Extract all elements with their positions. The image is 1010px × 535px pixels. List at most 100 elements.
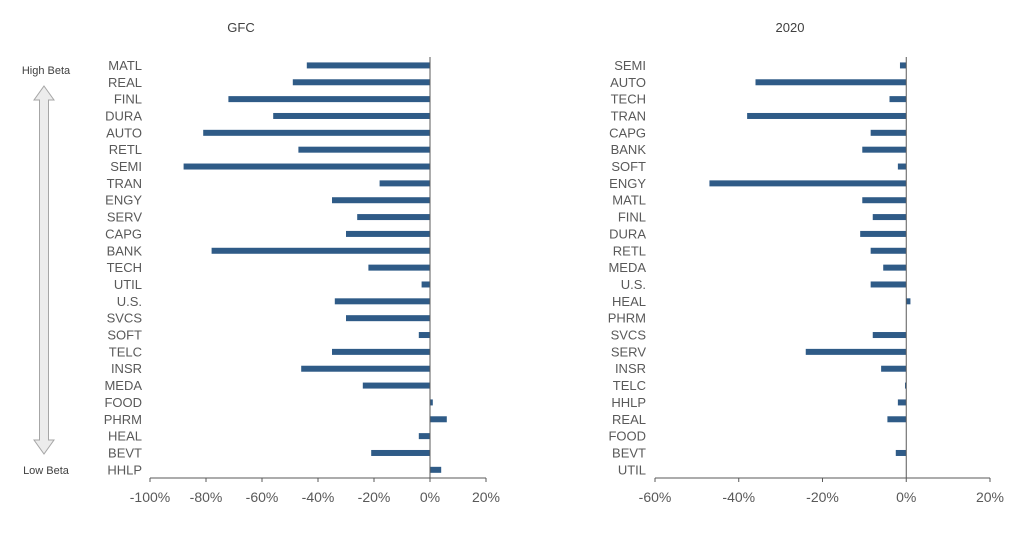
2020-bar [883, 264, 907, 271]
gfc-category-label: ENGY [105, 193, 142, 208]
gfc-category-label: UTIL [114, 277, 142, 292]
2020-bar [747, 112, 907, 119]
2020-category-label: AUTO [610, 75, 646, 90]
2020-x-tick-label: 20% [976, 489, 1004, 505]
gfc-category-label: INSR [111, 361, 142, 376]
gfc-bar [430, 399, 433, 406]
2020-category-label: BEVT [612, 445, 646, 460]
gfc-category-label: CAPG [105, 226, 142, 241]
gfc-bar [371, 449, 430, 456]
2020-category-label: HEAL [612, 294, 646, 309]
2020-category-label: UTIL [618, 462, 646, 477]
gfc-category-label: U.S. [117, 294, 142, 309]
gfc-bar [292, 79, 430, 86]
2020-category-label: FINL [618, 210, 646, 225]
2020-category-label: BANK [611, 142, 647, 157]
gfc-category-label: PHRM [104, 412, 142, 427]
high-beta-label: High Beta [22, 65, 71, 77]
2020-x-tick-label: -40% [722, 489, 755, 505]
2020-bar [889, 96, 907, 103]
gfc-bar [306, 62, 430, 69]
double-arrow-icon [33, 85, 55, 455]
2020-bar [862, 197, 907, 204]
2020-category-label: MEDA [608, 260, 646, 275]
2020-category-label: TELC [613, 378, 646, 393]
gfc-category-label: FOOD [104, 395, 142, 410]
2020-bar [897, 399, 907, 406]
gfc-category-label: HEAL [108, 429, 142, 444]
gfc-category-label: DURA [105, 108, 142, 123]
2020-bar [899, 62, 907, 69]
2020-bar [805, 348, 907, 355]
gfc-category-label: MATL [108, 58, 142, 73]
2020-bar [895, 449, 907, 456]
gfc-x-tick-label: 20% [472, 489, 500, 505]
gfc-bar [346, 315, 430, 322]
2020-bar [881, 365, 907, 372]
gfc-bar [430, 466, 442, 473]
gfc-category-label: HHLP [107, 462, 142, 477]
gfc-bar [418, 433, 430, 440]
gfc-bar [357, 214, 430, 221]
gfc-category-label: TECH [107, 260, 142, 275]
gfc-category-label: SOFT [107, 328, 142, 343]
gfc-bar [430, 416, 447, 423]
gfc-category-label: BANK [107, 243, 143, 258]
gfc-bar [273, 112, 430, 119]
2020-bar [904, 382, 907, 389]
gfc-category-label: BEVT [108, 445, 142, 460]
2020-category-label: ENGY [609, 176, 646, 191]
gfc-category-label: SVCS [107, 311, 143, 326]
gfc-bar [298, 146, 430, 153]
gfc-x-tick-label: -20% [358, 489, 391, 505]
2020-category-label: DURA [609, 226, 646, 241]
gfc-category-label: SEMI [110, 159, 142, 174]
2020-chart-title: 2020 [776, 20, 805, 35]
2020-category-label: SVCS [611, 328, 647, 343]
gfc-bar [211, 247, 430, 254]
gfc-bar [362, 382, 430, 389]
gfc-bar [379, 180, 430, 187]
gfc-bar [346, 230, 430, 237]
gfc-x-tick-label: 0% [420, 489, 440, 505]
2020-category-label: TECH [611, 92, 646, 107]
2020-category-label: HHLP [611, 395, 646, 410]
2020-category-label: INSR [615, 361, 646, 376]
2020-bar [870, 129, 907, 136]
2020-category-label: TRAN [611, 108, 646, 123]
2020-bar [870, 247, 907, 254]
2020-category-label: FOOD [608, 429, 646, 444]
2020-category-label: SEMI [614, 58, 646, 73]
gfc-category-label: RETL [109, 142, 142, 157]
2020-bar [906, 298, 911, 305]
beta-indicator: High Beta Low Beta [22, 65, 71, 477]
gfc-category-label: TRAN [107, 176, 142, 191]
2020-bar [872, 332, 907, 339]
gfc-bar [421, 281, 430, 288]
2020-bar [709, 180, 907, 187]
gfc-chart-title: GFC [227, 20, 254, 35]
gfc-x-tick-label: -100% [130, 489, 170, 505]
gfc-bar [332, 348, 430, 355]
2020-bar [862, 146, 907, 153]
gfc-category-label: AUTO [106, 125, 142, 140]
2020-category-label: SOFT [611, 159, 646, 174]
2020-category-label: MATL [612, 193, 646, 208]
gfc-category-label: FINL [114, 92, 142, 107]
2020-category-label: SERV [611, 344, 646, 359]
gfc-category-label: SERV [107, 210, 142, 225]
gfc-bar [334, 298, 430, 305]
gfc-bar [301, 365, 430, 372]
2020-bar [897, 163, 907, 170]
2020-x-tick-label: -20% [806, 489, 839, 505]
2020-x-tick-label: 0% [896, 489, 916, 505]
gfc-bar [418, 332, 430, 339]
2020-category-label: CAPG [609, 125, 646, 140]
2020-category-label: PHRM [608, 311, 646, 326]
2020-bar [872, 214, 907, 221]
2020-category-label: U.S. [621, 277, 646, 292]
2020-x-tick-label: -60% [639, 489, 672, 505]
